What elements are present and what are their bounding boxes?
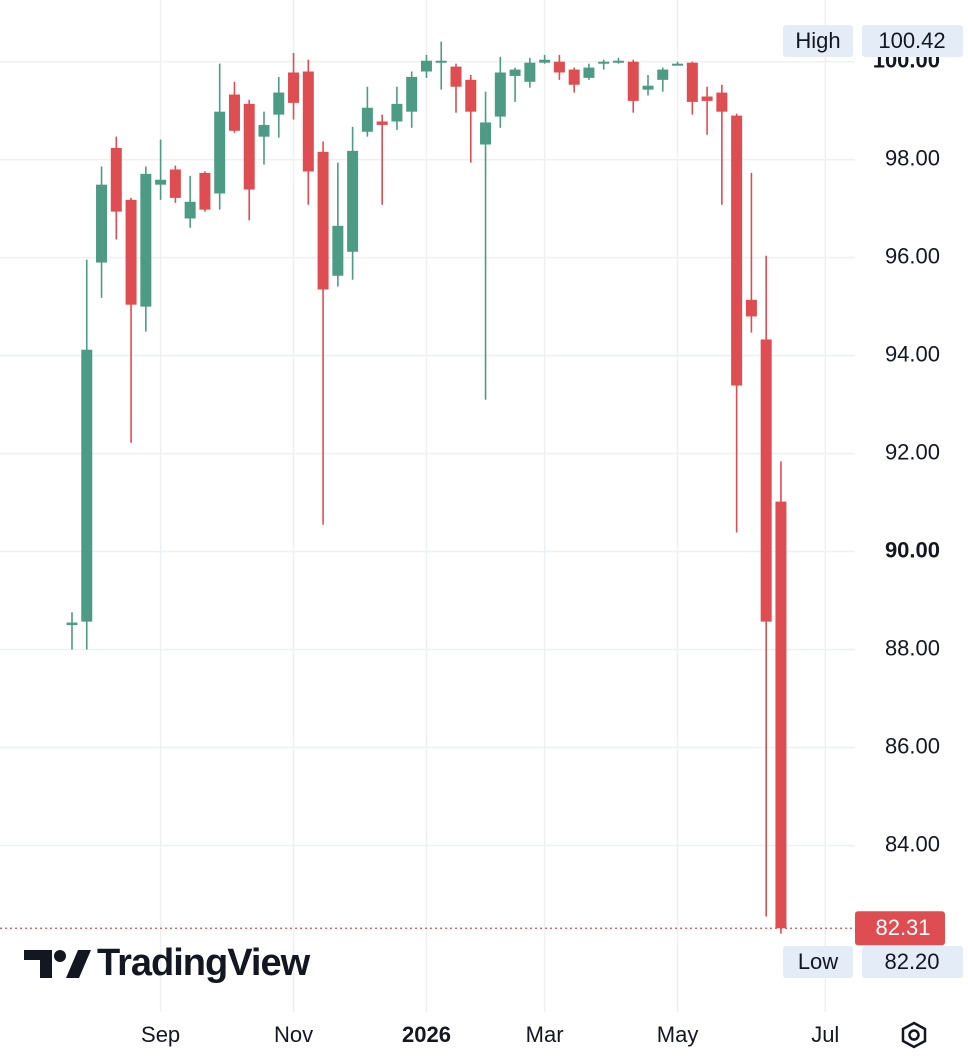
marker-name-box: [783, 946, 853, 978]
candle-body: [435, 60, 447, 63]
x-tick-label: Mar: [526, 1022, 564, 1047]
candle-body: [332, 225, 344, 276]
candle-body: [243, 103, 255, 190]
logo-mark: [66, 950, 91, 978]
candle-body: [273, 92, 285, 115]
logo-mark: [24, 950, 52, 978]
last-price-box: [855, 911, 945, 946]
marker-value-box: [862, 25, 963, 57]
candle-body: [775, 501, 787, 929]
y-tick-label: 96.00: [885, 243, 940, 268]
x-tick-label: Jul: [811, 1022, 839, 1047]
candle-body: [406, 76, 418, 112]
marker-name-box: [783, 25, 853, 57]
candle-body: [524, 62, 536, 82]
candle-body: [391, 103, 403, 122]
settings-icon[interactable]: [901, 1021, 927, 1049]
candle-body: [258, 124, 270, 137]
candle-body: [81, 349, 93, 622]
logo: [24, 950, 91, 978]
candle-body: [494, 72, 506, 117]
y-tick-label: 88.00: [885, 635, 940, 660]
candle-body: [731, 115, 743, 386]
x-tick-label: 2026: [402, 1022, 451, 1047]
candle-body: [184, 201, 196, 219]
x-tick-label: May: [657, 1022, 699, 1047]
candle-body: [228, 94, 240, 131]
marker-name: Low: [798, 949, 838, 974]
candle-body: [96, 184, 108, 263]
last-price-label: 82.31: [875, 915, 930, 940]
y-tick-label: 90.00: [885, 537, 940, 562]
candle-body: [539, 59, 551, 63]
candle-body: [317, 151, 329, 290]
candle-body: [701, 96, 713, 101]
grid: [0, 0, 855, 1012]
logo-mark: [54, 950, 66, 962]
candle-body: [598, 61, 610, 64]
candle-body: [686, 62, 698, 102]
x-tick-label: Sep: [141, 1022, 180, 1047]
candles: [66, 41, 787, 934]
candle-body: [480, 122, 492, 145]
candle-body: [288, 72, 300, 103]
candle-body: [612, 60, 624, 63]
candle-body: [302, 71, 314, 172]
candle-body: [199, 172, 211, 210]
candle-body: [66, 622, 78, 626]
candle-body: [657, 69, 669, 80]
settings-hex[interactable]: [901, 1021, 927, 1049]
candle-body: [376, 121, 388, 125]
marker-value-box: [862, 946, 963, 978]
candle-body: [760, 339, 772, 622]
candle-body: [361, 107, 373, 132]
marker-name: High: [795, 28, 840, 53]
marker-value: 82.20: [884, 949, 939, 974]
y-tick-label: 84.00: [885, 831, 940, 856]
y-tick-label: 86.00: [885, 733, 940, 758]
candle-body: [745, 299, 757, 317]
candle-body: [465, 79, 477, 112]
candle-body: [420, 60, 432, 72]
candle-body: [716, 92, 728, 112]
y-tick-label: 92.00: [885, 439, 940, 464]
candle-body: [583, 67, 595, 78]
candle-body: [347, 150, 359, 252]
candle-body: [125, 199, 137, 305]
candle-body: [214, 111, 226, 194]
watermark: TradingView: [97, 942, 311, 984]
candle-body: [509, 69, 521, 76]
candle-body: [672, 63, 684, 66]
settings-circle[interactable]: [908, 1029, 920, 1041]
candle-body: [627, 61, 639, 101]
candle-body: [450, 66, 462, 87]
candle-body: [110, 147, 122, 212]
candle-body: [155, 179, 167, 185]
candle-body: [568, 69, 580, 85]
y-tick-label: 94.00: [885, 341, 940, 366]
candle-body: [553, 61, 565, 73]
candle-body: [642, 85, 654, 90]
x-tick-label: Nov: [274, 1022, 313, 1047]
marker-value: 100.42: [878, 28, 945, 53]
candle-body: [169, 169, 181, 198]
y-tick-label: 98.00: [885, 145, 940, 170]
candle-body: [140, 173, 152, 307]
